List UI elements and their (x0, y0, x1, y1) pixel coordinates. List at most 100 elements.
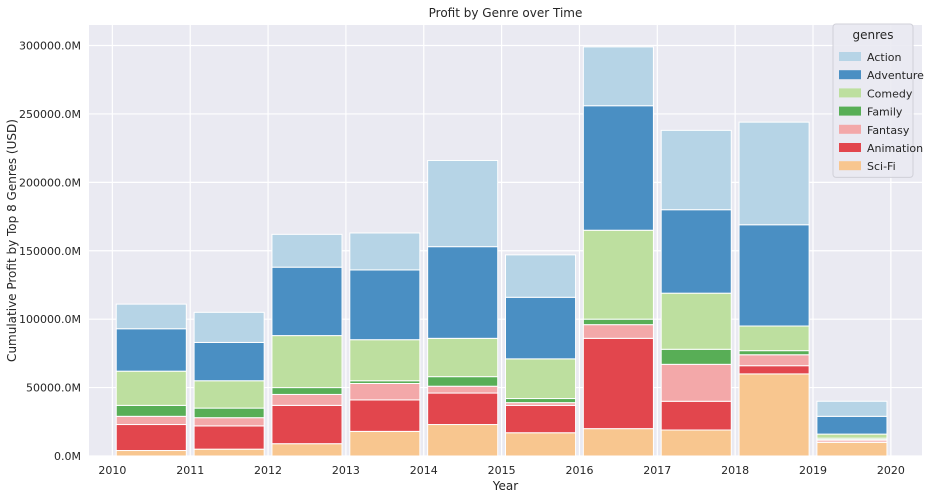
legend-swatch (839, 70, 861, 80)
bar-segment-family (271, 387, 343, 395)
bar-segment-adventure (193, 341, 265, 382)
legend-label: Fantasy (867, 124, 910, 137)
bar-segment-action (738, 121, 810, 226)
x-tick-label: 2018 (721, 464, 749, 477)
legend-label: Sci-Fi (867, 160, 896, 173)
bar-segment-sci-fi (271, 443, 343, 457)
bar-segment-comedy (660, 292, 732, 350)
bar-segment-animation (193, 425, 265, 450)
bar-segment-adventure (660, 209, 732, 294)
legend-label: Adventure (867, 69, 924, 82)
y-tick-label: 200000.0M (19, 176, 81, 189)
bar-segment-action (582, 46, 654, 107)
x-tick-label: 2013 (332, 464, 360, 477)
y-tick-label: 150000.0M (19, 245, 81, 258)
bar-segment-family (427, 376, 499, 387)
chart-title: Profit by Genre over Time (429, 6, 583, 20)
bar-segment-family (193, 407, 265, 419)
bar-segment-comedy (738, 325, 810, 352)
bar-segment-comedy (271, 335, 343, 389)
x-tick-label: 2010 (98, 464, 126, 477)
bar-segment-sci-fi (660, 429, 732, 457)
bar-segment-adventure (505, 296, 577, 360)
bar-segment-family (505, 398, 577, 404)
bar-segment-fantasy (349, 382, 421, 401)
bar-segment-sci-fi (349, 430, 421, 457)
bar-segment-sci-fi (738, 373, 810, 457)
legend-swatch (839, 124, 861, 134)
bar-segment-family (660, 348, 732, 365)
bar-segment-animation (349, 399, 421, 432)
bar-segment-family (115, 404, 187, 417)
legend-item-action[interactable]: Action (839, 51, 901, 64)
bar-segment-adventure (738, 224, 810, 327)
x-tick-labels: 2010 2011 2012 2013 2014 2015 2016 2017 2018 2019… (98, 464, 905, 477)
legend-swatch (839, 161, 861, 171)
bar-segment-sci-fi (193, 448, 265, 457)
bar-segment-action (505, 254, 577, 298)
y-axis-label: Cumulative Profit by Top 8 Genres (USD) (5, 119, 19, 362)
y-tick-label: 300000.0M (19, 40, 81, 53)
bar-segment-animation (660, 400, 732, 431)
bar-segment-adventure (349, 269, 421, 341)
bar-segment-action (271, 233, 343, 268)
legend-swatch (839, 143, 861, 152)
bar-segment-animation (271, 404, 343, 445)
bar-segment-fantasy (271, 393, 343, 406)
bar-segment-fantasy (115, 415, 187, 426)
bar-segment-animation (427, 392, 499, 426)
bar-segment-family (738, 350, 810, 356)
bar-segment-comedy (816, 433, 888, 439)
bar-segment-fantasy (582, 324, 654, 339)
bar-segment-fantasy (738, 354, 810, 367)
bar-segment-adventure (271, 266, 343, 337)
bar-segment-sci-fi (505, 432, 577, 457)
bar-segment-comedy (349, 339, 421, 382)
x-tick-label: 2019 (799, 464, 827, 477)
bar-segment-sci-fi (582, 428, 654, 457)
x-axis-label: Year (492, 479, 518, 493)
legend-item-animation[interactable]: Animation (839, 142, 923, 155)
x-tick-label: 2017 (643, 464, 671, 477)
legend-item-family[interactable]: Family (839, 106, 903, 119)
bar-segment-adventure (115, 328, 187, 372)
bar-segment-action (816, 400, 888, 417)
legend[interactable]: genres Action Adventure Comedy Family Fantasy… (832, 23, 924, 178)
legend-swatch (839, 88, 861, 98)
x-tick-label: 2016 (565, 464, 593, 477)
x-tick-label: 2020 (877, 464, 905, 477)
bar-segment-comedy (193, 380, 265, 409)
bar-segment-sci-fi (115, 450, 187, 457)
bar-segment-fantasy (660, 363, 732, 402)
legend-label: Animation (867, 142, 923, 155)
legend-swatch (839, 52, 861, 61)
bar-segment-comedy (582, 229, 654, 320)
legend-box (832, 23, 914, 178)
bar-segment-adventure (427, 246, 499, 339)
bar-segment-sci-fi (816, 441, 888, 457)
x-tick-label: 2014 (410, 464, 438, 477)
legend-label: Comedy (867, 87, 913, 100)
bar-segment-comedy (427, 337, 499, 378)
bar-segment-animation (738, 365, 810, 375)
x-tick-label: 2012 (254, 464, 282, 477)
bar-segment-action (349, 232, 421, 271)
bar-segment-animation (115, 424, 187, 452)
legend-label: Family (867, 106, 903, 119)
bar-segment-action (193, 311, 265, 343)
bar-segment-action (115, 303, 187, 330)
bar-segment-family (582, 318, 654, 326)
bar-segment-action (660, 129, 732, 211)
legend-item-sci-fi[interactable]: Sci-Fi (839, 160, 896, 173)
bar-segment-comedy (115, 370, 187, 406)
legend-item-fantasy[interactable]: Fantasy (839, 124, 910, 137)
legend-swatch (839, 106, 861, 116)
y-tick-label: 250000.0M (19, 108, 81, 121)
bar-segment-animation (582, 337, 654, 430)
legend-item-comedy[interactable]: Comedy (839, 87, 913, 100)
legend-item-adventure[interactable]: Adventure (839, 69, 924, 82)
bar-segment-fantasy (193, 417, 265, 427)
bar-segment-action (427, 159, 499, 248)
x-tick-label: 2015 (488, 464, 516, 477)
